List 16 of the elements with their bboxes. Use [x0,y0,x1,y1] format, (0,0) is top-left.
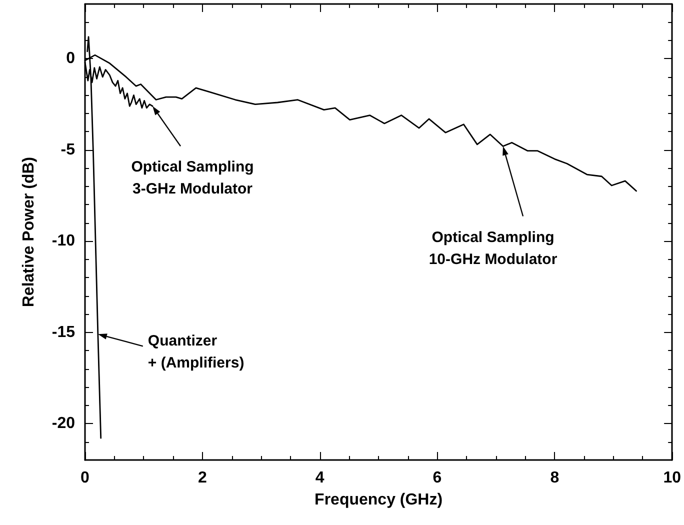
annotation: Quantizer + (Amplifiers) [148,332,244,372]
y-tick-label: -5 [60,141,76,158]
annotation: Optical Sampling 10-GHz Modulator [428,228,558,268]
y-tick-label: -15 [52,324,76,341]
x-tick-label: 8 [550,470,560,486]
x-tick-label: 6 [432,470,442,486]
y-tick-label: -20 [52,415,76,432]
x-axis-title: Frequency (GHz) [314,492,443,508]
x-tick-label: 4 [315,470,324,486]
y-tick-label: 0 [66,50,76,68]
y-axis-title: Relative Power (dB) [20,156,38,308]
y-tick-label: -10 [52,232,76,250]
x-tick-label: 2 [198,470,207,486]
x-tick-label: 10 [663,470,682,486]
annotation: Optical Sampling 3-GHz Modulator [131,158,254,198]
x-tick-label: 0 [80,470,90,486]
